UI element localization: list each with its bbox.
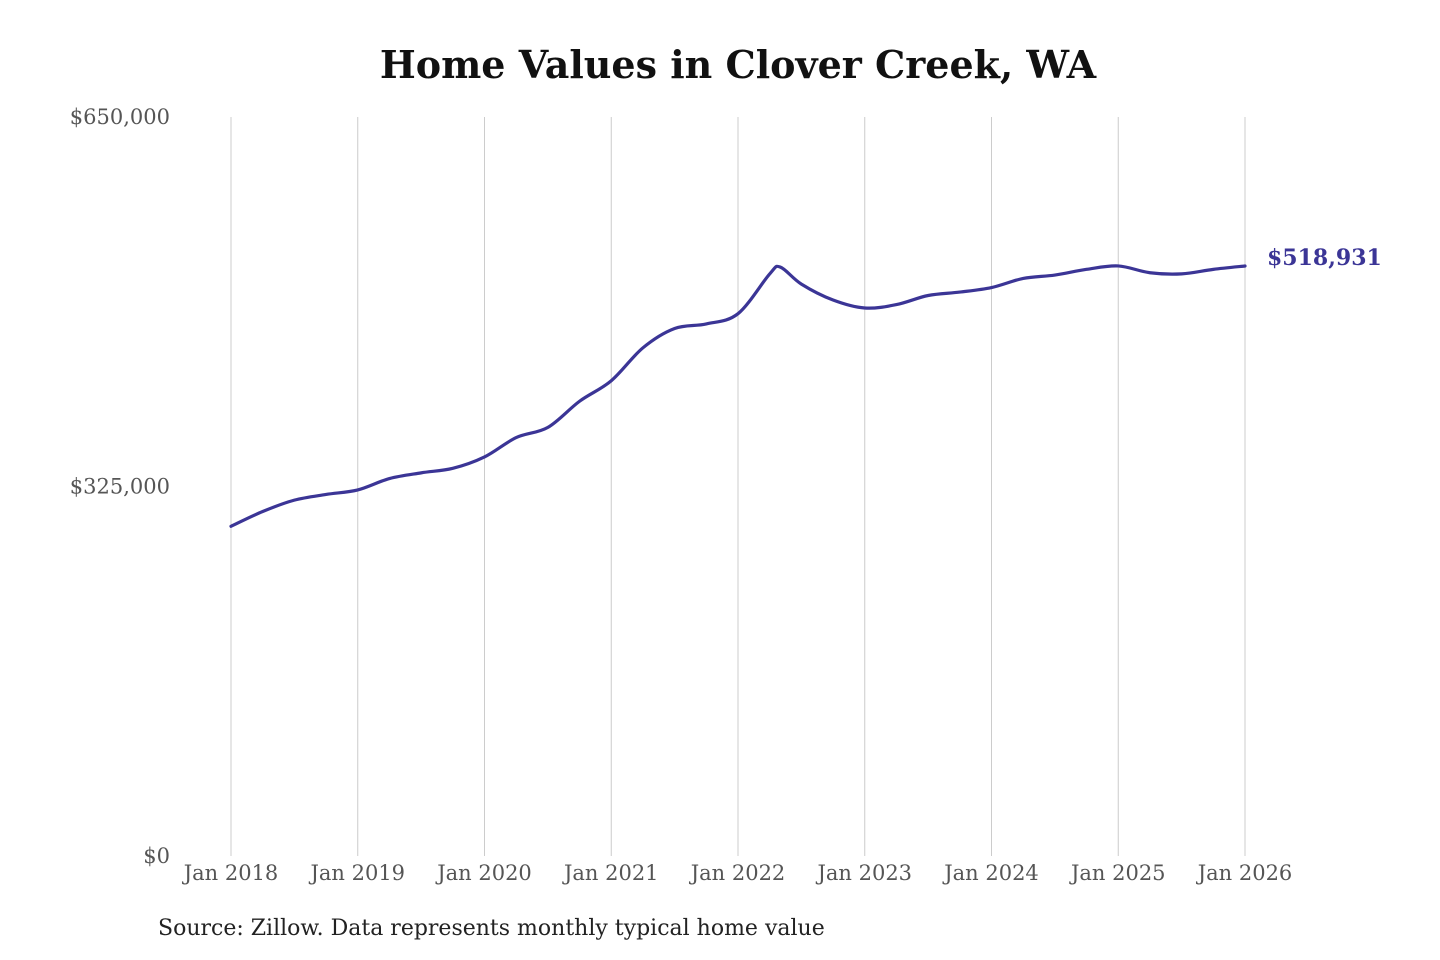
chart-title: Home Values in Clover Creek, WA xyxy=(379,42,1097,87)
x-tick-label: Jan 2019 xyxy=(308,861,405,885)
gridlines xyxy=(230,117,1246,856)
series-layer xyxy=(229,264,1247,528)
y-tick-label: $650,000 xyxy=(70,105,170,129)
y-tick-label: $325,000 xyxy=(70,475,170,499)
x-tick-label: Jan 2026 xyxy=(1196,861,1293,885)
x-tick-label: Jan 2023 xyxy=(815,861,912,885)
x-tick-label: Jan 2022 xyxy=(689,861,786,885)
x-tick-label: Jan 2018 xyxy=(182,861,279,885)
x-axis-ticks: Jan 2018 Jan 2019 Jan 2020 Jan 2021 Jan 2022… xyxy=(182,861,1293,885)
y-tick-label: $0 xyxy=(143,844,170,868)
end-value-label: $518,931 xyxy=(1267,245,1382,271)
series-line xyxy=(229,264,1247,528)
data-label-layer: $518,931 xyxy=(1267,245,1382,271)
y-axis-ticks: $0 $325,000 $650,000 xyxy=(70,105,170,868)
source-note: Source: Zillow. Data represents monthly … xyxy=(158,916,825,941)
x-tick-label: Jan 2021 xyxy=(562,861,659,885)
x-tick-label: Jan 2025 xyxy=(1069,861,1166,885)
x-tick-label: Jan 2020 xyxy=(435,861,532,885)
x-tick-label: Jan 2024 xyxy=(942,861,1039,885)
